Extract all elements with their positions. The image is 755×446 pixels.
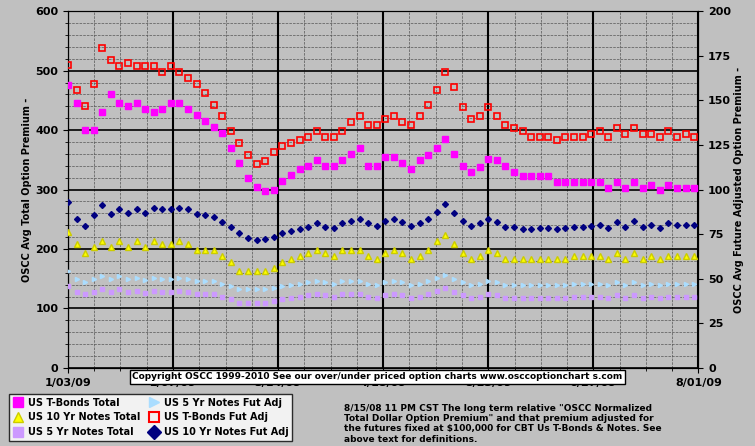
Legend: US T-Bonds Total, US 10 Yr Notes Total, US 5 Yr Notes Total, US 5 Yr Notes Fut A: US T-Bonds Total, US 10 Yr Notes Total, …: [8, 394, 292, 441]
Text: 8/15/08 11 PM CST The long term relative "OSCC Normalized
Total Dollar Option Pr: 8/15/08 11 PM CST The long term relative…: [344, 404, 661, 444]
Text: Copyright OSCC 1999-2010 See our over/under priced option charts www.osccoptionc: Copyright OSCC 1999-2010 See our over/un…: [132, 372, 623, 381]
Y-axis label: OSCC Avg Total Option Premium -: OSCC Avg Total Option Premium -: [23, 97, 32, 282]
Y-axis label: OSCC Avg Future Adjusted Option Premium -: OSCC Avg Future Adjusted Option Premium …: [734, 66, 744, 313]
